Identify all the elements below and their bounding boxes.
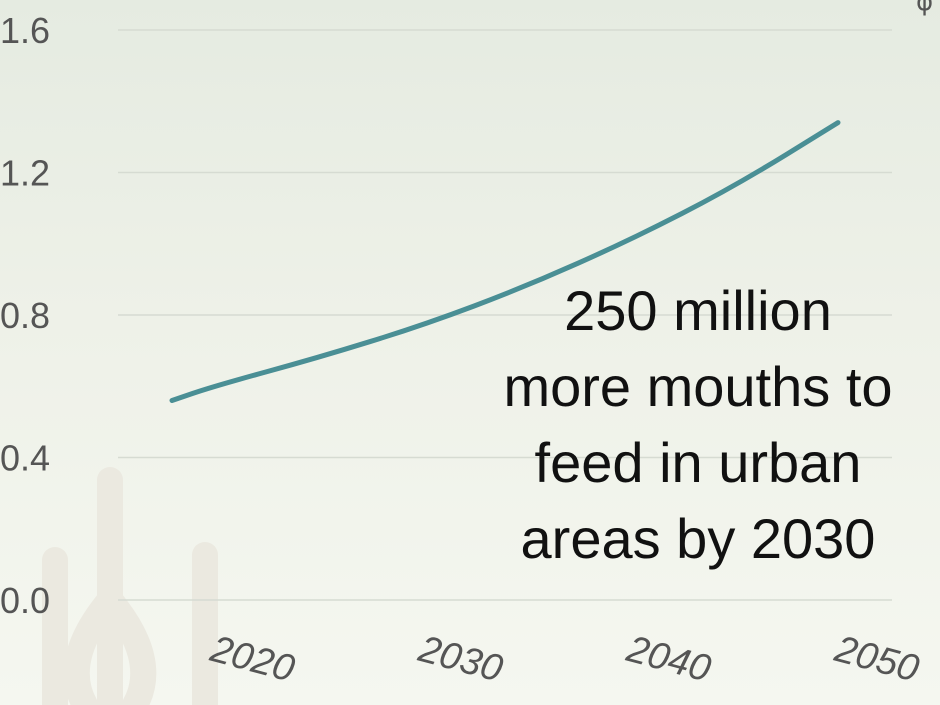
- annotation-line: more mouths to: [503, 355, 892, 418]
- drop-icon: [42, 467, 218, 705]
- x-axis-ticks: 2020 2030 2040 2050: [205, 628, 923, 691]
- corner-glyph: φ: [916, 0, 933, 17]
- y-tick-label: 0.0: [0, 580, 50, 621]
- annotation-line: areas by 2030: [521, 507, 876, 570]
- x-tick-label: 2040: [622, 628, 716, 691]
- series-line: [169, 120, 841, 403]
- annotation-line: 250 million: [564, 279, 832, 342]
- y-tick-label: 0.8: [0, 295, 50, 336]
- y-axis-ticks: 0.0 0.4 0.8 1.2 1.6: [0, 10, 50, 621]
- gridlines: [118, 29, 892, 601]
- x-tick-label: 2030: [413, 628, 507, 691]
- x-tick-label: 2050: [830, 628, 924, 691]
- annotation: 250 million more mouths to feed in urban ar…: [503, 279, 892, 570]
- y-tick-label: 1.2: [0, 153, 50, 194]
- annotation-line: feed in urban: [535, 431, 862, 494]
- y-tick-label: 0.4: [0, 438, 50, 479]
- x-tick-label: 2020: [205, 628, 299, 691]
- y-tick-label: 1.6: [0, 10, 50, 51]
